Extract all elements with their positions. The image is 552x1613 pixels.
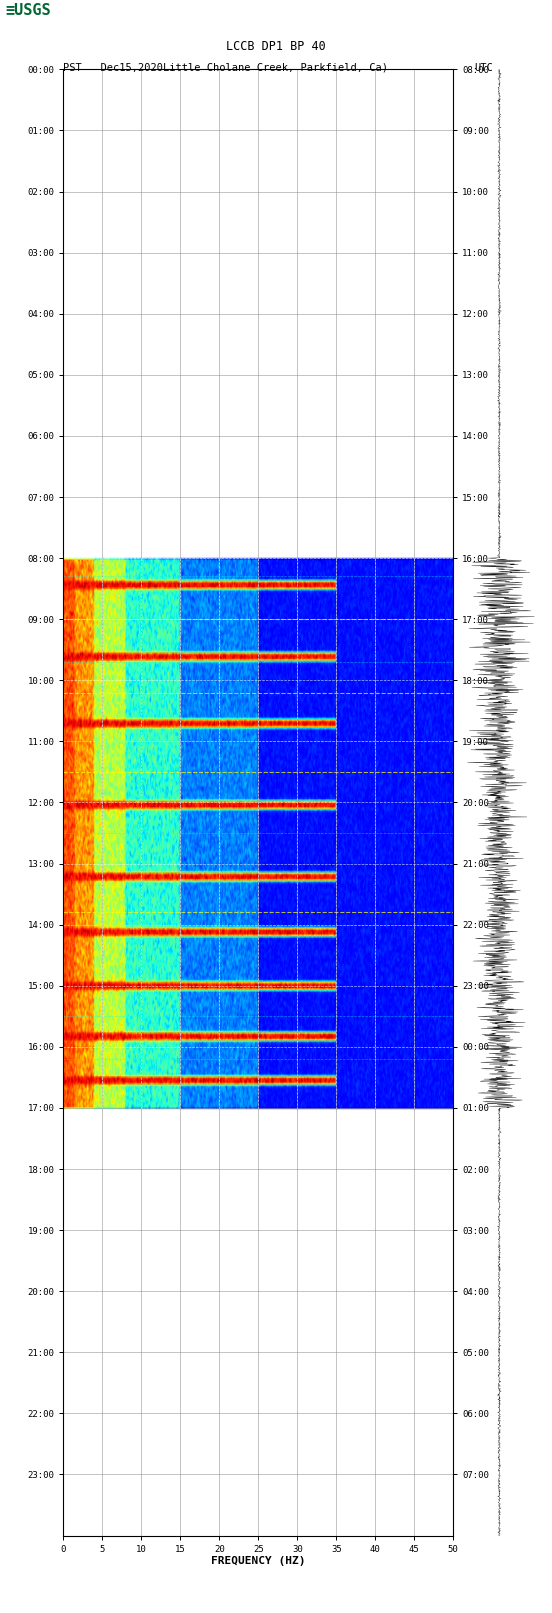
- Text: ≡USGS: ≡USGS: [6, 3, 51, 18]
- Text: LCCB DP1 BP 40: LCCB DP1 BP 40: [226, 40, 326, 53]
- X-axis label: FREQUENCY (HZ): FREQUENCY (HZ): [211, 1557, 306, 1566]
- Text: PST   Dec15,2020Little Cholane Creek, Parkfield, Ca): PST Dec15,2020Little Cholane Creek, Park…: [63, 63, 389, 73]
- Text: UTC: UTC: [475, 63, 493, 73]
